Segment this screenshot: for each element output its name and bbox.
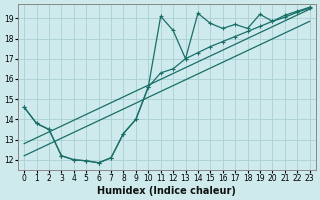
X-axis label: Humidex (Indice chaleur): Humidex (Indice chaleur) [98, 186, 236, 196]
